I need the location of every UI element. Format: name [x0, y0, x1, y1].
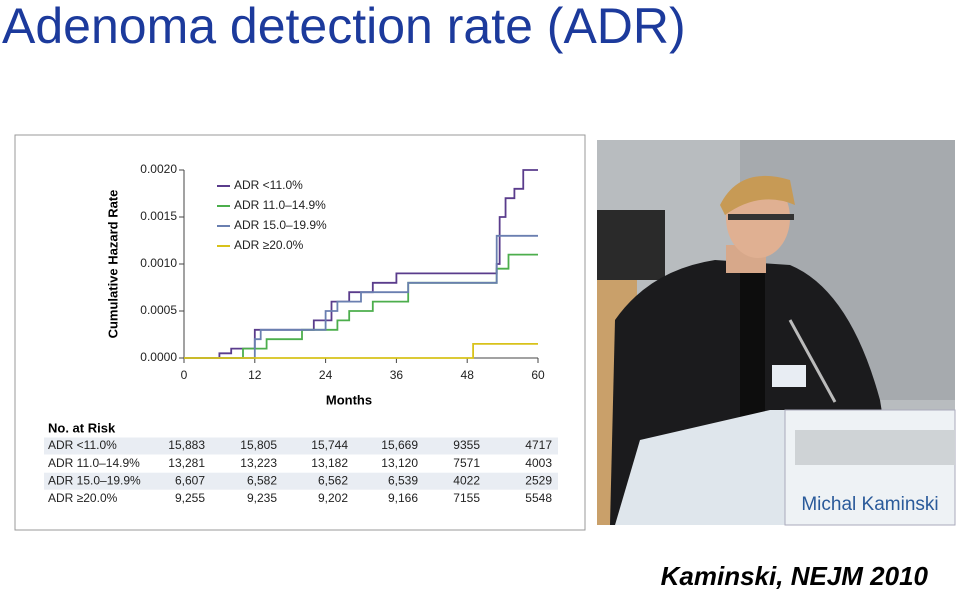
risk-cell: 13,120 [381, 456, 418, 470]
risk-cell: 4022 [453, 473, 480, 487]
series-line [184, 343, 538, 359]
photo: Michal Kaminski [597, 140, 956, 526]
chart: 0.0000 0.0005 0.0010 0.0015 0.0020 0 12 24 36 48 6… [44, 162, 558, 508]
x-tick-label: 36 [390, 368, 404, 382]
slide-title: Adenoma detection rate (ADR) [2, 0, 686, 54]
risk-cell: 4003 [525, 456, 552, 470]
x-axis-label: Months [326, 392, 372, 407]
risk-cell: 9,202 [318, 491, 348, 505]
risk-cell: 6,539 [388, 473, 418, 487]
risk-cell: 9,235 [247, 491, 277, 505]
risk-row-bg [44, 455, 558, 473]
x-tick-label: 12 [248, 368, 262, 382]
risk-cell: 2529 [525, 473, 552, 487]
risk-row-bg [44, 472, 558, 490]
risk-cell: 15,669 [381, 438, 418, 452]
risk-cell: 13,223 [240, 456, 277, 470]
risk-table-title: No. at Risk [48, 420, 116, 435]
risk-cell: 7571 [453, 456, 480, 470]
risk-row-label: ADR 15.0–19.9% [48, 473, 141, 487]
risk-cell: 6,582 [247, 473, 277, 487]
y-tick-label: 0.0000 [140, 350, 177, 364]
legend-label: ADR 11.0–14.9% [234, 198, 326, 212]
risk-cell: 15,883 [168, 438, 205, 452]
podium-name: Michal Kaminski [801, 494, 938, 515]
risk-row-label: ADR 11.0–14.9% [48, 456, 140, 470]
risk-cell: 4717 [525, 438, 552, 452]
risk-row-bg [44, 490, 558, 508]
risk-cell: 6,562 [318, 473, 348, 487]
x-tick-label: 48 [461, 368, 475, 382]
risk-cell: 15,744 [311, 438, 348, 452]
legend-label: ADR ≥20.0% [234, 238, 304, 252]
risk-cell: 9,166 [388, 491, 418, 505]
x-tick-label: 24 [319, 368, 333, 382]
y-axis-label: Cumulative Hazard Rate [105, 190, 120, 339]
risk-cell: 15,805 [240, 438, 277, 452]
risk-cell: 9355 [453, 438, 480, 452]
risk-cell: 6,607 [175, 473, 205, 487]
x-tick-label: 0 [181, 368, 188, 382]
risk-cell: 5548 [525, 491, 552, 505]
legend-label: ADR <11.0% [234, 178, 303, 192]
risk-cell: 13,182 [311, 456, 348, 470]
y-tick-label: 0.0015 [140, 209, 177, 223]
risk-cell: 9,255 [175, 491, 205, 505]
series-line [184, 234, 538, 359]
y-tick-label: 0.0020 [140, 162, 177, 176]
y-tick-label: 0.0005 [140, 303, 177, 317]
risk-row-label: ADR <11.0% [48, 438, 117, 452]
legend-label: ADR 15.0–19.9% [234, 218, 327, 232]
risk-row-bg [44, 437, 558, 455]
citation: Kaminski, NEJM 2010 [661, 561, 929, 591]
risk-cell: 13,281 [168, 456, 205, 470]
y-tick-label: 0.0010 [140, 256, 177, 270]
x-tick-label: 60 [531, 368, 545, 382]
risk-cell: 7155 [453, 491, 480, 505]
risk-row-label: ADR ≥20.0% [48, 491, 118, 505]
